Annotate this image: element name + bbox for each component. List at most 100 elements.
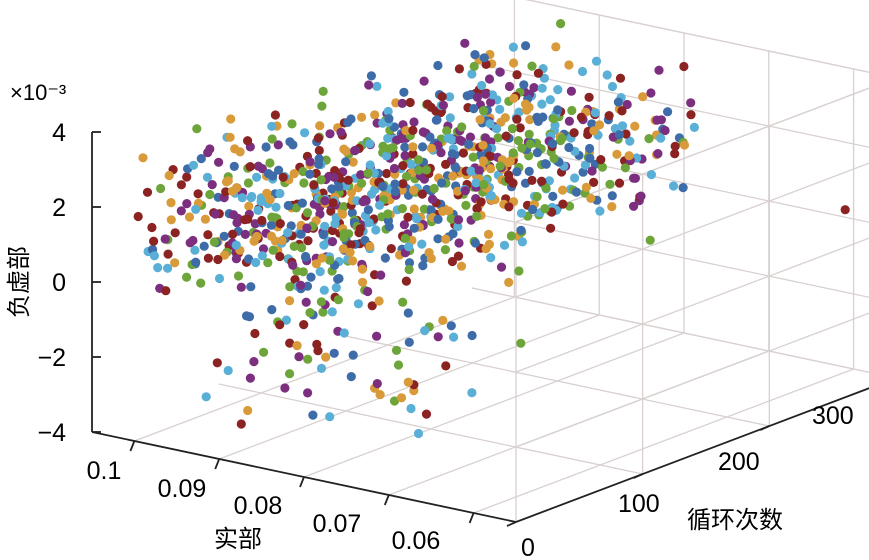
- data-point: [432, 115, 442, 125]
- data-point: [406, 403, 416, 414]
- y-axis-line: [515, 387, 869, 523]
- data-point: [223, 176, 233, 186]
- data-point: [191, 257, 201, 267]
- data-point: [418, 127, 428, 137]
- data-point: [153, 263, 163, 273]
- data-point: [436, 148, 446, 158]
- data-point: [438, 206, 448, 216]
- data-point: [338, 244, 348, 254]
- axis-lines: [91, 131, 869, 527]
- data-point: [484, 239, 494, 249]
- data-point: [441, 159, 451, 169]
- data-point: [585, 153, 595, 163]
- data-point: [409, 204, 419, 214]
- data-point: [456, 261, 467, 271]
- data-point: [327, 307, 337, 317]
- z-tick-label: 2: [52, 194, 66, 222]
- data-point: [364, 218, 374, 228]
- data-point: [316, 297, 326, 307]
- data-point: [252, 172, 262, 182]
- data-point: [283, 228, 293, 238]
- data-point: [484, 151, 495, 161]
- data-point: [580, 160, 591, 170]
- data-point: [339, 144, 349, 154]
- data-point: [299, 178, 309, 188]
- data-point: [613, 97, 624, 107]
- data-point: [408, 125, 418, 135]
- data-point: [483, 229, 494, 239]
- data-point: [656, 133, 666, 143]
- data-point: [403, 308, 413, 318]
- data-point: [478, 140, 488, 150]
- data-point: [383, 216, 393, 226]
- data-point: [480, 89, 490, 99]
- data-point: [244, 201, 254, 211]
- data-point: [564, 116, 575, 126]
- data-point: [259, 347, 269, 357]
- data-point: [458, 148, 468, 158]
- data-point: [499, 240, 510, 250]
- data-point: [472, 92, 482, 102]
- data-point: [308, 410, 318, 420]
- data-point: [176, 180, 186, 190]
- data-point: [289, 169, 299, 179]
- data-point: [418, 261, 428, 271]
- data-point: [246, 282, 256, 292]
- data-point: [587, 119, 597, 129]
- data-point: [403, 212, 413, 222]
- data-point: [375, 200, 385, 210]
- data-point: [297, 243, 307, 253]
- data-point: [397, 98, 407, 108]
- data-point: [265, 158, 275, 168]
- data-point: [479, 179, 489, 190]
- data-point: [447, 135, 457, 145]
- data-point: [447, 256, 457, 267]
- data-point: [556, 19, 566, 29]
- data-point: [396, 393, 407, 403]
- data-point: [268, 171, 278, 181]
- data-point: [353, 299, 363, 309]
- data-point: [520, 99, 531, 109]
- x-tick-label: 0.1: [87, 457, 122, 485]
- data-point: [348, 350, 358, 360]
- data-point: [203, 230, 213, 240]
- data-point: [564, 142, 574, 153]
- data-point: [389, 163, 399, 174]
- data-point: [317, 253, 327, 263]
- data-point: [302, 208, 313, 218]
- x-tick: [468, 512, 475, 524]
- x-tick-label: 0.06: [392, 527, 441, 555]
- data-point: [470, 238, 480, 248]
- data-point: [417, 189, 427, 199]
- data-point: [156, 183, 166, 194]
- data-point: [331, 283, 341, 293]
- data-point: [486, 191, 496, 201]
- data-point: [166, 215, 176, 225]
- data-point: [460, 38, 470, 48]
- data-point: [571, 187, 582, 197]
- data-point: [309, 180, 319, 190]
- data-point: [382, 168, 392, 179]
- data-point: [365, 160, 375, 170]
- data-point: [398, 179, 408, 189]
- data-point: [404, 264, 414, 275]
- data-point: [348, 157, 358, 167]
- data-point: [163, 249, 173, 259]
- data-point: [469, 61, 479, 71]
- data-point: [670, 149, 680, 159]
- data-point: [524, 129, 534, 139]
- data-point: [333, 295, 343, 305]
- data-point: [401, 276, 411, 286]
- data-point: [612, 149, 622, 159]
- data-point: [474, 165, 484, 176]
- data-point: [447, 149, 457, 159]
- data-point: [367, 189, 377, 199]
- data-point: [425, 132, 435, 142]
- data-point: [231, 240, 241, 250]
- data-point: [305, 169, 315, 179]
- data-point: [250, 328, 260, 339]
- data-point: [334, 182, 344, 192]
- data-point: [227, 186, 237, 196]
- data-point: [558, 185, 568, 195]
- data-point: [256, 196, 266, 207]
